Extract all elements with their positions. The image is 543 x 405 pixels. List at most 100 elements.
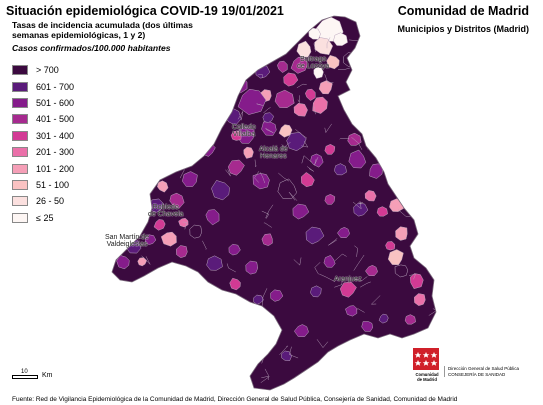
municipal-boundary [113, 98, 119, 108]
legend-swatch [12, 147, 28, 158]
municipality-area [153, 219, 166, 231]
municipality-area [337, 227, 350, 239]
municipal-boundary [261, 210, 270, 219]
legend-label: 101 - 200 [36, 163, 75, 174]
municipality-area [305, 88, 316, 101]
municipal-boundary [128, 114, 130, 124]
municipality-area [253, 294, 264, 305]
municipal-boundary [381, 84, 389, 87]
label-alcala: Alcalá de Henares [259, 146, 288, 160]
source-note: Fuente: Red de Vigilancia Epidemiológica… [12, 396, 458, 403]
municipal-boundary [112, 87, 117, 97]
municipality-area [324, 144, 336, 155]
legend-label: 201 - 300 [36, 147, 75, 158]
municipal-boundary [132, 337, 144, 344]
municipality-area [211, 180, 230, 201]
municipal-boundary [255, 341, 263, 348]
municipality-area [310, 285, 322, 298]
municipal-boundary [260, 368, 270, 383]
legend-swatch [12, 97, 28, 108]
legend-item: 101 - 200 [12, 160, 74, 176]
municipal-boundary [265, 204, 274, 219]
rate-description: Tasas de incidencia acumulada (dos últim… [12, 20, 193, 40]
municipal-boundary [182, 221, 188, 230]
municipal-boundary [199, 303, 214, 319]
municipal-boundary [301, 140, 309, 148]
municipal-boundary [131, 97, 139, 111]
municipal-boundary [262, 288, 268, 306]
municipal-boundary [297, 95, 300, 103]
municipality-area [312, 96, 328, 114]
municipality-area [227, 159, 245, 176]
label-robledo: Robledo de Chavela [148, 204, 184, 218]
municipality-area [219, 94, 229, 105]
municipality-area [410, 273, 424, 289]
municipal-boundary [257, 74, 263, 78]
municipality-area [189, 224, 203, 239]
municipal-boundary [385, 366, 389, 374]
municipal-boundary [184, 100, 188, 112]
municipal-boundary [352, 200, 362, 210]
municipality-area [228, 243, 241, 256]
municipality-area [237, 88, 267, 115]
label-san-martin: San Martín de Valdeiglesias [105, 234, 149, 248]
scale-bar-graphic [12, 375, 38, 379]
municipality-area [301, 172, 315, 188]
municipal-boundary [142, 304, 157, 309]
municipal-boundary [428, 308, 436, 316]
municipal-boundary [151, 276, 160, 290]
dg-salud-publica: Dirección General de Salud Pública CONSE… [444, 366, 519, 377]
municipal-boundary [254, 159, 257, 167]
legend-item: 51 - 100 [12, 177, 74, 193]
municipality-area [305, 226, 325, 245]
municipal-boundary [263, 107, 271, 114]
municipality-area [157, 180, 169, 193]
municipality-area [385, 241, 396, 251]
legend-swatch [12, 65, 28, 76]
municipal-boundary [261, 36, 274, 40]
municipality-area [261, 233, 273, 246]
municipality-area [365, 265, 378, 277]
municipal-boundary [360, 281, 371, 288]
municipal-boundary [148, 288, 157, 299]
municipal-boundary [152, 140, 155, 151]
municipality-area [274, 89, 295, 108]
legend-label: 401 - 500 [36, 114, 75, 125]
municipal-boundary [430, 35, 436, 51]
municipality-area [286, 132, 307, 151]
municipal-boundary [316, 339, 329, 348]
legend-item: 26 - 50 [12, 193, 74, 209]
municipal-boundary [125, 140, 140, 151]
municipal-boundary [301, 155, 312, 164]
municipal-boundary [324, 123, 332, 134]
municipal-boundary [138, 290, 143, 307]
municipal-boundary [156, 129, 164, 139]
label-aranjuez: Aranjuez [334, 276, 362, 283]
municipal-boundary [324, 74, 334, 84]
municipal-boundary [397, 111, 406, 119]
municipal-boundary [259, 172, 266, 184]
municipal-boundary [356, 361, 360, 369]
municipal-boundary [390, 139, 404, 148]
municipality-area [364, 190, 377, 202]
municipal-boundary [164, 314, 168, 319]
municipality-area [116, 255, 130, 270]
municipal-boundary [370, 295, 381, 305]
municipality-area [277, 60, 288, 73]
municipality-area [310, 153, 324, 168]
municipal-boundary [407, 63, 417, 74]
municipal-boundary [237, 111, 244, 121]
municipal-boundary [137, 132, 147, 143]
municipal-boundary [339, 138, 350, 140]
legend-label: 301 - 400 [36, 130, 75, 141]
municipal-boundary [424, 68, 432, 86]
municipality-area [324, 194, 336, 205]
municipal-boundary [424, 242, 428, 246]
legend-label: ≤ 25 [36, 212, 54, 223]
municipal-boundary [319, 363, 334, 369]
municipality-area [395, 226, 408, 241]
municipal-boundary [137, 173, 141, 186]
municipality-area [323, 255, 336, 268]
municipal-boundary [143, 360, 151, 372]
